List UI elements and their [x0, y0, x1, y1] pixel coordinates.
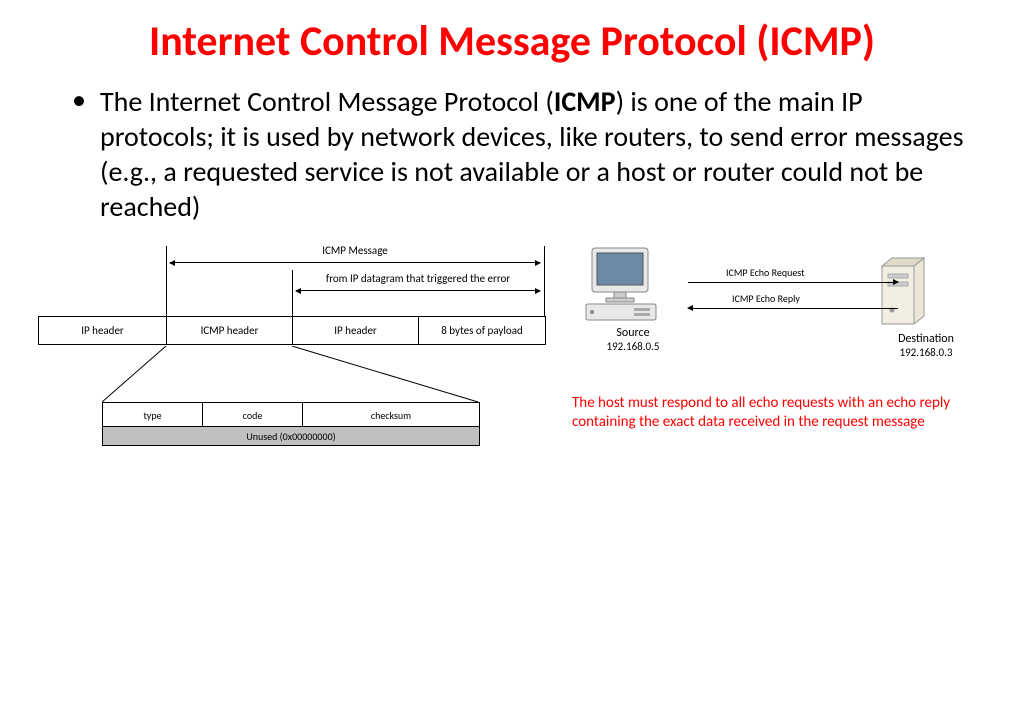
destination-label: Destination	[876, 332, 976, 346]
icmp-packet-diagram: ICMP Message from IP datagram that trigg…	[38, 246, 548, 476]
cell-icmp-header: ICMP header	[167, 317, 293, 344]
field-code: code	[203, 403, 303, 428]
echo-request-arrow	[688, 282, 898, 283]
icmp-header-fields: type code checksum	[102, 402, 480, 429]
echo-caption: The host must respond to all echo reques…	[568, 386, 986, 432]
echo-reply-arrow	[688, 308, 898, 309]
trigger-label: from IP datagram that triggered the erro…	[292, 272, 544, 285]
source-label: Source	[578, 326, 688, 340]
destination-server: Destination 192.168.0.3	[876, 252, 976, 359]
source-computer: Source 192.168.0.5	[578, 246, 688, 353]
icmp-echo-diagram: Source 192.168.0.5 Destination 192.168.0…	[568, 246, 986, 476]
zoom-lines-icon	[102, 346, 482, 406]
cell-payload: 8 bytes of payload	[419, 317, 545, 344]
source-ip: 192.168.0.5	[578, 340, 688, 353]
destination-ip: 192.168.0.3	[876, 346, 976, 359]
echo-request-label: ICMP Echo Request	[726, 266, 804, 279]
field-checksum: checksum	[303, 403, 479, 428]
field-unused: Unused (0x00000000)	[102, 426, 480, 446]
server-icon	[876, 252, 934, 330]
echo-reply-label: ICMP Echo Reply	[732, 292, 800, 305]
cell-ip-header-1: IP header	[39, 317, 167, 344]
computer-icon	[578, 246, 668, 324]
icmp-message-label: ICMP Message	[166, 244, 544, 257]
bullet-text: The Internet Control Message Protocol (I…	[0, 74, 1024, 224]
cell-ip-header-2: IP header	[293, 317, 419, 344]
field-type: type	[103, 403, 203, 428]
bullet-prefix: The Internet Control Message Protocol (	[100, 84, 554, 119]
slide-title: Internet Control Message Protocol (ICMP)	[0, 0, 1024, 74]
packet-row: IP header ICMP header IP header 8 bytes …	[38, 316, 546, 345]
bullet-bold: ICMP	[554, 84, 616, 119]
